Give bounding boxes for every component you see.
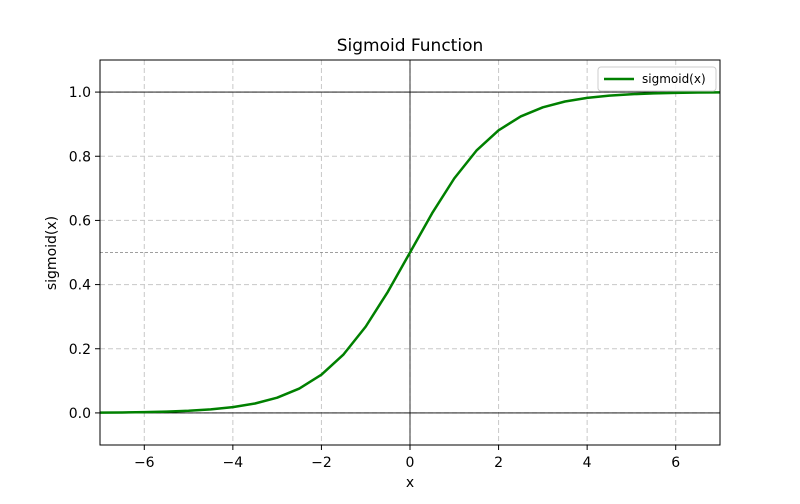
legend: sigmoid(x)	[597, 66, 717, 92]
y-tick-label: 0.0	[69, 406, 91, 422]
y-tick-label: 0.2	[69, 342, 91, 358]
y-tick-label: 1.0	[69, 85, 91, 101]
x-tick-label: −2	[311, 455, 332, 471]
y-axis-label: sigmoid(x)	[44, 216, 60, 290]
x-tick-label: 4	[583, 455, 592, 471]
series-line	[99, 91, 721, 414]
x-tick-label: −4	[223, 455, 244, 471]
plot-area: −6 −4 −2 0 2 4 6 0.0 0.2 0.4 0.6 0.8 1.0	[69, 59, 721, 471]
x-tick-label: 2	[494, 455, 503, 471]
y-tick-label: 0.4	[69, 278, 91, 294]
y-tick-label: 0.6	[69, 213, 91, 229]
legend-label: sigmoid(x)	[642, 72, 706, 86]
y-tick-label: 0.8	[69, 149, 91, 165]
x-tick-label: −6	[134, 455, 155, 471]
x-tick-label: 0	[406, 455, 415, 471]
legend-box	[597, 66, 717, 92]
x-tick-label: 6	[671, 455, 680, 471]
chart-title: Sigmoid Function	[337, 36, 484, 56]
x-axis-label: x	[406, 475, 414, 491]
